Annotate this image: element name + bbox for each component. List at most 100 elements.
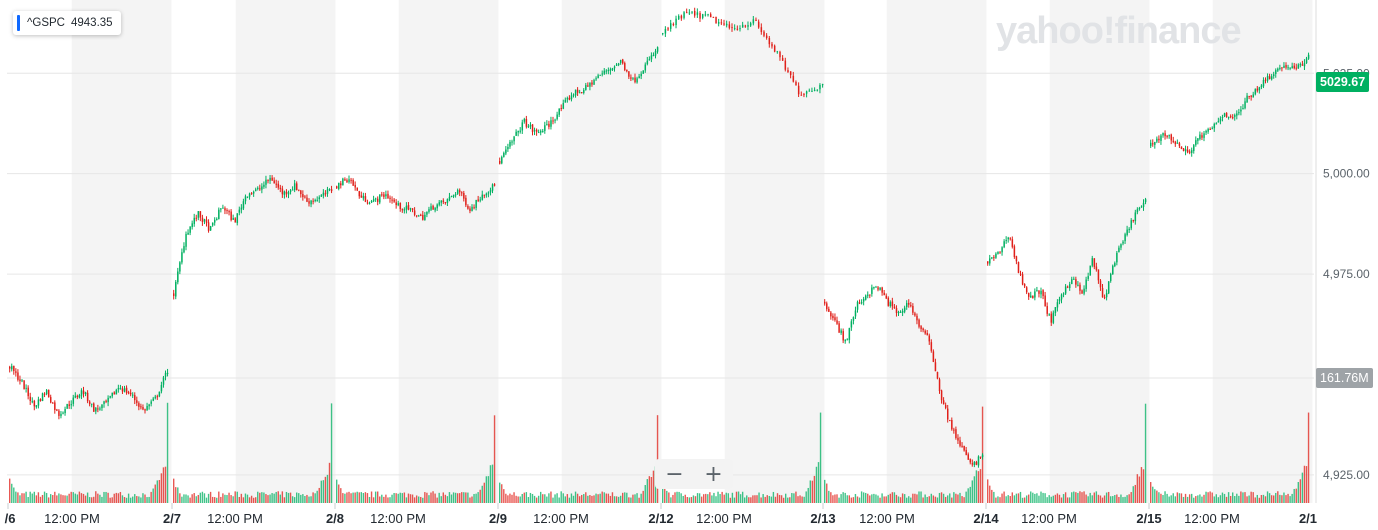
candle-body: [1211, 127, 1213, 129]
volume-bar: [300, 494, 302, 503]
volume-bar: [613, 496, 616, 503]
volume-bar: [1114, 495, 1116, 503]
volume-bar: [183, 494, 185, 503]
candle-body: [370, 200, 373, 203]
volume-bar: [97, 493, 99, 503]
volume-bar: [362, 493, 365, 503]
volume-bar: [963, 497, 965, 503]
volume-bar: [811, 480, 814, 503]
volume-bar: [893, 492, 896, 503]
volume-bar: [838, 497, 840, 503]
volume-bar: [1105, 492, 1108, 503]
candle-body: [871, 287, 873, 294]
volume-bar: [360, 492, 362, 503]
volume-bar: [805, 491, 807, 503]
candle-body: [803, 94, 805, 96]
candle-body: [103, 401, 105, 404]
volume-bar: [1213, 496, 1215, 503]
candle-body: [1170, 134, 1172, 141]
volume-bar: [696, 493, 699, 503]
candle-body: [434, 207, 436, 211]
volume-bar: [513, 492, 515, 503]
volume-bar: [1176, 492, 1179, 503]
candle-body: [850, 321, 853, 328]
volume-bar: [1246, 496, 1248, 503]
candle-body: [1285, 65, 1287, 68]
volume-bar: [624, 492, 626, 503]
zoom-in-button[interactable]: +: [694, 459, 733, 489]
volume-bar: [895, 494, 898, 503]
candle-body: [914, 313, 916, 316]
candle-body: [609, 69, 612, 71]
candle-body: [250, 193, 253, 195]
candle-body: [1186, 149, 1189, 153]
candle-body: [1056, 302, 1059, 308]
volume-bar: [93, 496, 95, 503]
candle-body: [21, 380, 23, 382]
candle-body: [1299, 64, 1302, 66]
volume-bar: [424, 492, 426, 503]
afternoon-band: [886, 0, 987, 503]
volume-bar: [589, 495, 591, 503]
volume-bar: [324, 476, 327, 503]
volume-bar: [58, 493, 60, 503]
volume-bar: [1205, 491, 1207, 503]
volume-bar: [1128, 494, 1130, 503]
volume-bar: [591, 495, 593, 503]
candle-body: [1301, 64, 1304, 66]
candle-body: [1013, 246, 1016, 257]
volume-bar: [889, 493, 891, 503]
volume-bar: [438, 492, 440, 503]
candle-body: [957, 437, 959, 441]
x-time-label: 12:00 PM: [44, 511, 100, 526]
volume-bar: [1184, 493, 1187, 503]
symbol-value: 4943.35: [71, 17, 113, 29]
volume-bar: [348, 491, 350, 503]
candle-body: [1225, 112, 1228, 117]
candle-body: [277, 183, 280, 188]
candle-body: [82, 390, 85, 394]
volume-bar: [836, 494, 838, 503]
candle-body: [1138, 207, 1141, 210]
candle-body: [340, 183, 342, 186]
candle-body: [1140, 206, 1143, 208]
volume-bar: [622, 492, 624, 503]
candle-body: [830, 312, 832, 317]
candle-body: [393, 199, 395, 202]
candle-body: [344, 179, 346, 181]
volume-bar: [897, 496, 900, 503]
volume-bar: [109, 497, 111, 503]
zoom-out-button[interactable]: −: [655, 459, 694, 489]
candle-body: [942, 400, 945, 405]
x-date-label: /6: [5, 511, 16, 526]
volume-bar: [908, 496, 910, 503]
volume-bar: [1188, 494, 1191, 503]
volume-bar: [129, 497, 132, 503]
volume-bar: [179, 493, 181, 503]
candle-body: [675, 18, 677, 26]
volume-bar: [162, 467, 165, 503]
candle-body: [593, 80, 595, 85]
volume-bar: [793, 493, 795, 503]
candle-body: [289, 190, 292, 192]
candle-body: [99, 408, 101, 410]
volume-bar: [1244, 492, 1246, 503]
candle-body: [391, 199, 393, 201]
symbol-badge[interactable]: ^GSPC 4943.35: [13, 11, 121, 35]
candle-body: [792, 75, 795, 82]
candle-body: [485, 193, 488, 196]
candle-body: [285, 191, 288, 194]
candle-body: [542, 130, 544, 132]
volume-bar: [1112, 496, 1114, 503]
volume-bar: [418, 496, 420, 503]
candle-body: [152, 398, 154, 401]
candle-body: [446, 199, 449, 203]
candle-body: [25, 387, 27, 389]
afternoon-band: [71, 0, 172, 503]
candle-body: [306, 197, 308, 202]
candle-body: [58, 410, 60, 416]
volume-bar: [840, 494, 842, 503]
candle-body: [1238, 112, 1240, 114]
volume-bar: [148, 496, 150, 503]
